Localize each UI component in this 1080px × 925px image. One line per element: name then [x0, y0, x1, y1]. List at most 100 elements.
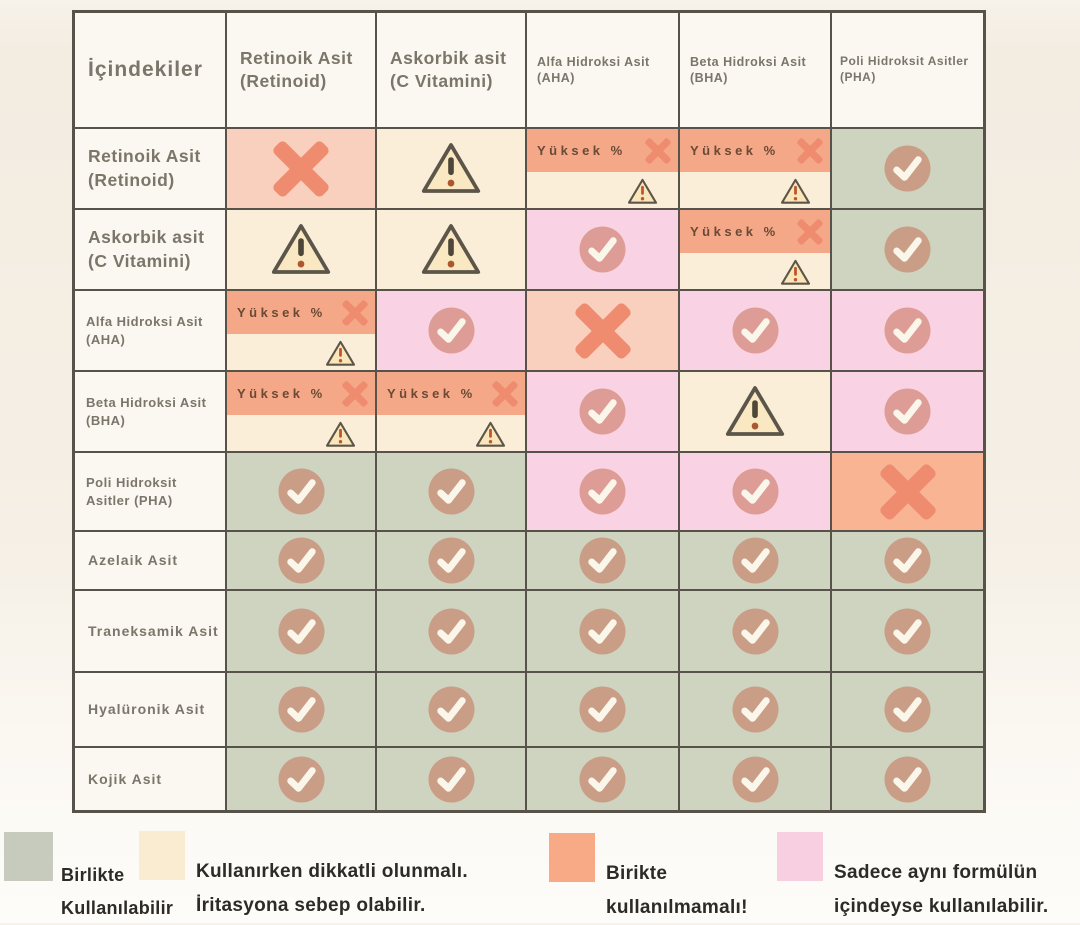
check-icon: [427, 468, 475, 515]
legend-swatch: [4, 832, 53, 881]
check-icon: [277, 468, 325, 515]
high-percentage-label: Yüksek %: [690, 224, 779, 240]
check-icon: [277, 755, 325, 803]
check-icon: [731, 468, 779, 515]
matrix-cell-high-percentage-do-not-combine: Yüksek %: [227, 291, 375, 370]
matrix-cell-use-with-caution: [377, 210, 525, 289]
check-icon: [579, 468, 626, 515]
check-icon: [427, 307, 475, 354]
matrix-cell-use-with-caution: [680, 372, 830, 451]
high-percentage-band: Yüksek %: [680, 129, 830, 173]
high-percentage-label: Yüksek %: [387, 386, 476, 402]
legend-label: Kullanırken dikkatli olunmalı. İritasyon…: [196, 855, 468, 923]
matrix-cell-can-use-together: [227, 532, 375, 589]
warning-icon: [780, 178, 810, 204]
matrix-cell-can-use-together: [527, 748, 678, 810]
matrix-cell-can-use-together: [832, 129, 983, 208]
matrix-cell-can-use-together: [832, 673, 983, 746]
legend-label: Sadece aynı formülün içindeyse kullanıla…: [834, 856, 1048, 924]
check-icon: [579, 226, 626, 273]
matrix-cell-do-not-combine: [227, 129, 375, 208]
check-icon: [579, 607, 626, 655]
check-icon: [277, 607, 325, 655]
cross-icon: [795, 218, 824, 246]
matrix-cell-use-with-caution: [377, 129, 525, 208]
row-header: Alfa Hidroksi Asit (AHA): [75, 291, 225, 370]
matrix-cell-can-use-together: [227, 748, 375, 810]
column-header: Poli Hidroksit Asitler (PHA): [832, 13, 983, 127]
check-icon: [731, 607, 779, 655]
high-percentage-label: Yüksek %: [237, 305, 326, 321]
check-icon: [884, 537, 931, 584]
matrix-cell-can-use-together: [527, 532, 678, 589]
check-icon: [731, 686, 779, 733]
legend-item: Birlikte Kullanılabilir: [4, 832, 173, 925]
column-header: Askorbik asit (C Vitamini): [377, 13, 525, 127]
legend-label-line: Birikte: [606, 863, 668, 884]
matrix-cell-can-use-together: [832, 748, 983, 810]
warning-icon: [271, 224, 331, 274]
cross-icon: [490, 380, 519, 408]
legend-label: Birikte kullanılmamalı!: [606, 857, 748, 925]
legend-label-line: Sadece aynı formülün: [834, 862, 1038, 883]
warning-icon: [780, 259, 810, 285]
check-icon: [427, 537, 475, 584]
cross-icon: [269, 138, 333, 199]
matrix-cell-high-percentage-do-not-combine: Yüksek %: [227, 372, 375, 451]
compatibility-matrix: İçindekiler Retinoik Asit (Retinoid) Askor…: [72, 10, 986, 813]
warning-icon: [421, 143, 481, 193]
row-header: Hyalüronik Asit: [75, 673, 225, 746]
check-icon: [579, 388, 626, 435]
check-icon: [277, 537, 325, 584]
corner-header: İçindekiler: [75, 13, 225, 127]
matrix-cell-can-use-together: [832, 591, 983, 671]
high-percentage-band: Yüksek %: [377, 372, 525, 416]
matrix-cell-use-with-caution: [227, 210, 375, 289]
cross-icon: [571, 300, 635, 361]
cross-icon: [340, 380, 369, 408]
matrix-cell-same-formula-only: [680, 453, 830, 530]
row-header: Retinoik Asit (Retinoid): [75, 129, 225, 208]
matrix-cell-can-use-together: [227, 591, 375, 671]
legend-swatch: [549, 833, 595, 882]
check-icon: [277, 686, 325, 733]
row-header: Beta Hidroksi Asit (BHA): [75, 372, 225, 451]
matrix-cell-can-use-together: [527, 591, 678, 671]
warning-icon: [725, 386, 785, 436]
matrix-cell-can-use-together: [680, 748, 830, 810]
check-icon: [884, 307, 931, 354]
high-percentage-label: Yüksek %: [237, 386, 326, 402]
matrix-cell-can-use-together: [832, 532, 983, 589]
matrix-cell-can-use-together: [227, 673, 375, 746]
warning-icon: [421, 224, 481, 274]
check-icon: [884, 686, 931, 733]
matrix-cell-can-use-together: [227, 453, 375, 530]
check-icon: [884, 607, 931, 655]
matrix-cell-same-formula-only: [527, 453, 678, 530]
high-percentage-band: Yüksek %: [527, 129, 678, 173]
row-header: Askorbik asit (C Vitamini): [75, 210, 225, 289]
matrix-cell-same-formula-only: [527, 210, 678, 289]
check-icon: [427, 755, 475, 803]
check-icon: [884, 755, 931, 803]
matrix-cell-can-use-together: [680, 673, 830, 746]
matrix-cell-same-formula-only: [832, 291, 983, 370]
legend-label-line: Kullanırken dikkatli olunmalı.: [196, 861, 468, 882]
warning-icon: [628, 178, 658, 204]
check-icon: [884, 145, 931, 192]
row-header: Kojik Asit: [75, 748, 225, 810]
warning-icon: [325, 421, 355, 447]
warning-icon: [475, 421, 505, 447]
check-icon: [884, 226, 931, 273]
matrix-cell-high-percentage-do-not-combine: Yüksek %: [527, 129, 678, 208]
legend-item: Birikte kullanılmamalı!: [549, 833, 748, 925]
high-percentage-band: Yüksek %: [680, 210, 830, 254]
high-percentage-band: Yüksek %: [227, 372, 375, 416]
row-header: Traneksamik Asit: [75, 591, 225, 671]
matrix-cell-high-percentage-do-not-combine: Yüksek %: [377, 372, 525, 451]
column-header: Alfa Hidroksi Asit (AHA): [527, 13, 678, 127]
check-icon: [579, 755, 626, 803]
legend-label-line: içindeyse kullanılabilir.: [834, 896, 1049, 917]
legend-label-line: kullanılmamalı!: [606, 897, 748, 918]
high-percentage-band: Yüksek %: [227, 291, 375, 335]
